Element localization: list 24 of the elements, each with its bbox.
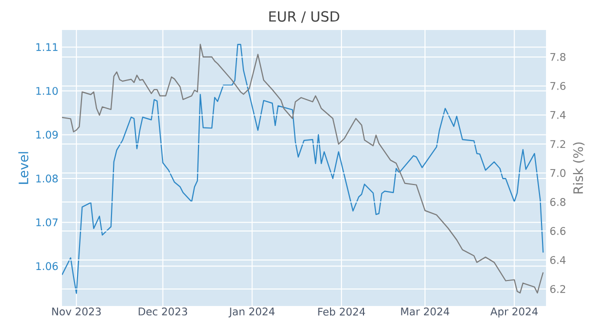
y2-axis-title: Risk (%) [573,142,585,194]
y2-tick-label: 6.4 [550,256,566,264]
y2-tick-label: 7.4 [550,111,566,119]
y2-tick-label: 7.6 [550,82,566,90]
y-tick-label: 1.08 [36,174,58,182]
y-tick-label: 1.11 [36,43,58,51]
y-tick-label: 1.07 [36,218,58,226]
y-tick-label: 1.10 [36,86,58,95]
y-tick-label: 1.09 [36,130,58,139]
y2-tick-label: 7.8 [550,53,566,61]
x-tick-label: Mar 2024 [401,308,450,316]
y2-tick-label: 6.6 [550,227,566,235]
chart-title: EUR / USD [269,11,340,23]
x-tick-label: Feb 2024 [318,308,366,316]
x-tick-label: Nov 2023 [52,308,101,316]
y2-tick-label: 7.0 [550,169,566,177]
y-axis-title: Level [18,152,28,184]
x-tick-label: Apr 2024 [490,308,538,318]
y2-tick-label: 6.2 [550,285,566,293]
x-tick-label: Jan 2024 [228,308,275,318]
y-tick-label: 1.06 [36,262,58,270]
x-tick-label: Dec 2023 [138,308,188,316]
y2-tick-label: 6.8 [550,198,566,206]
y2-tick-label: 7.2 [550,140,566,148]
